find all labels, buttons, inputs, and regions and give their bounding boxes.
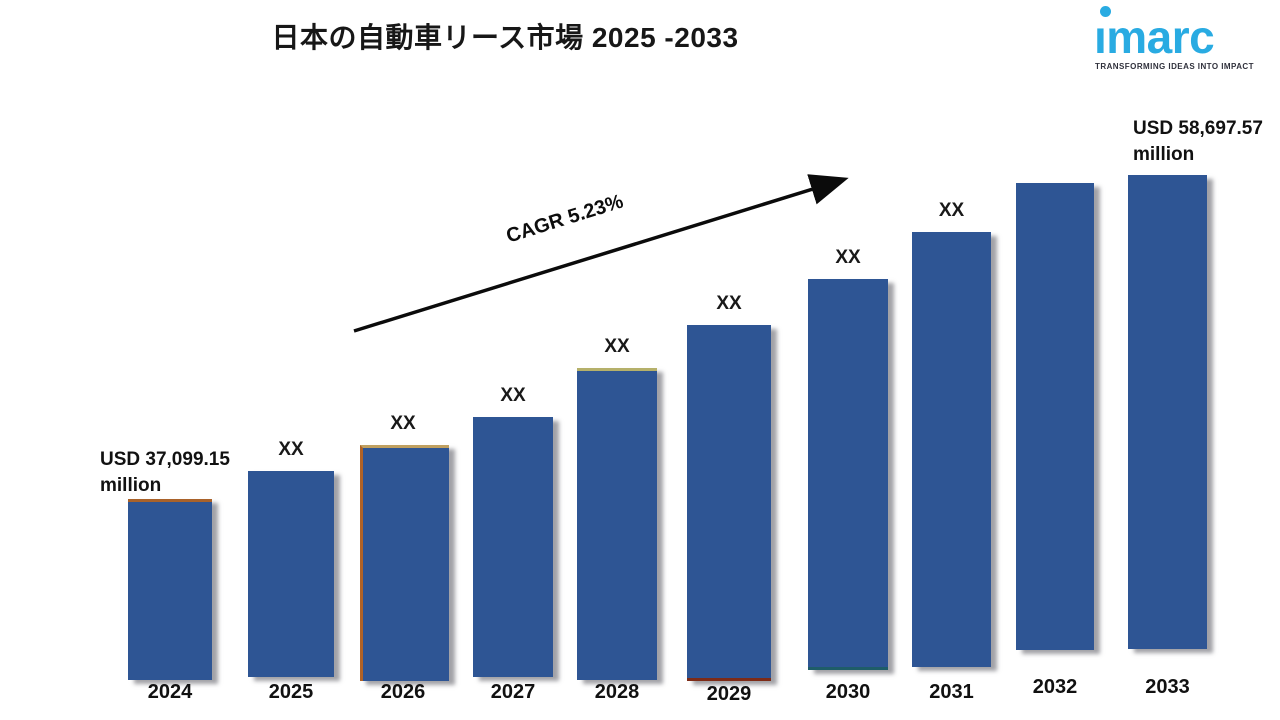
imarc-logo: ımarc TRANSFORMING IDEAS INTO IMPACT [1094, 0, 1264, 80]
bar-value-label-2028: XX [604, 336, 630, 357]
imarc-logo-i-dot [1100, 6, 1111, 17]
axis-label-2032: 2032 [1032, 676, 1078, 698]
axis-label-2029: 2029 [706, 683, 752, 705]
bar-2030 [808, 279, 888, 670]
value-label-2033: USD 58,697.57 million [1133, 116, 1263, 168]
bar-value-label-2026: XX [390, 413, 416, 434]
bar-value-label-2025: XX [278, 439, 304, 460]
value-label-2024-line1: USD 37,099.15 [100, 449, 230, 470]
bar-value-label-2031: XX [938, 200, 965, 221]
bar-2029 [687, 325, 771, 681]
chart-title: 日本の自動車リース市場 2025 -2033 [271, 22, 739, 53]
value-label-2024-line2: million [100, 475, 162, 496]
imarc-logo-wordmark: ımarc [1094, 11, 1215, 63]
bar-2031 [912, 232, 991, 667]
trend-arrow [353, 174, 849, 333]
bar-2024 [128, 499, 212, 680]
axis-label-2026: 2026 [380, 681, 426, 703]
bar-value-label-2029: XX [716, 293, 742, 314]
bar-value-label-2030: XX [835, 247, 861, 268]
bar-2027 [473, 417, 553, 677]
value-label-2024: USD 37,099.15 million [100, 447, 230, 499]
axis-label-2027: 2027 [490, 681, 536, 703]
axis-label-2024: 2024 [147, 681, 193, 703]
axis-label-2030: 2030 [825, 681, 871, 703]
bar-2033 [1128, 175, 1207, 649]
axis-label-2031: 2031 [929, 681, 974, 703]
bar-value-label-2027: XX [500, 385, 526, 406]
value-label-2033-line2: million [1133, 144, 1195, 165]
axis-label-2033: 2033 [1145, 676, 1190, 698]
bar-2026 [360, 445, 449, 681]
bar-2032 [1016, 183, 1094, 650]
bar-2028 [577, 368, 657, 680]
axis-label-2028: 2028 [594, 681, 640, 703]
imarc-logo-tagline: TRANSFORMING IDEAS INTO IMPACT [1095, 62, 1254, 71]
value-label-2033-line1: USD 58,697.57 [1133, 118, 1263, 139]
axis-label-2025: 2025 [268, 681, 314, 703]
bar-2025 [248, 471, 334, 677]
